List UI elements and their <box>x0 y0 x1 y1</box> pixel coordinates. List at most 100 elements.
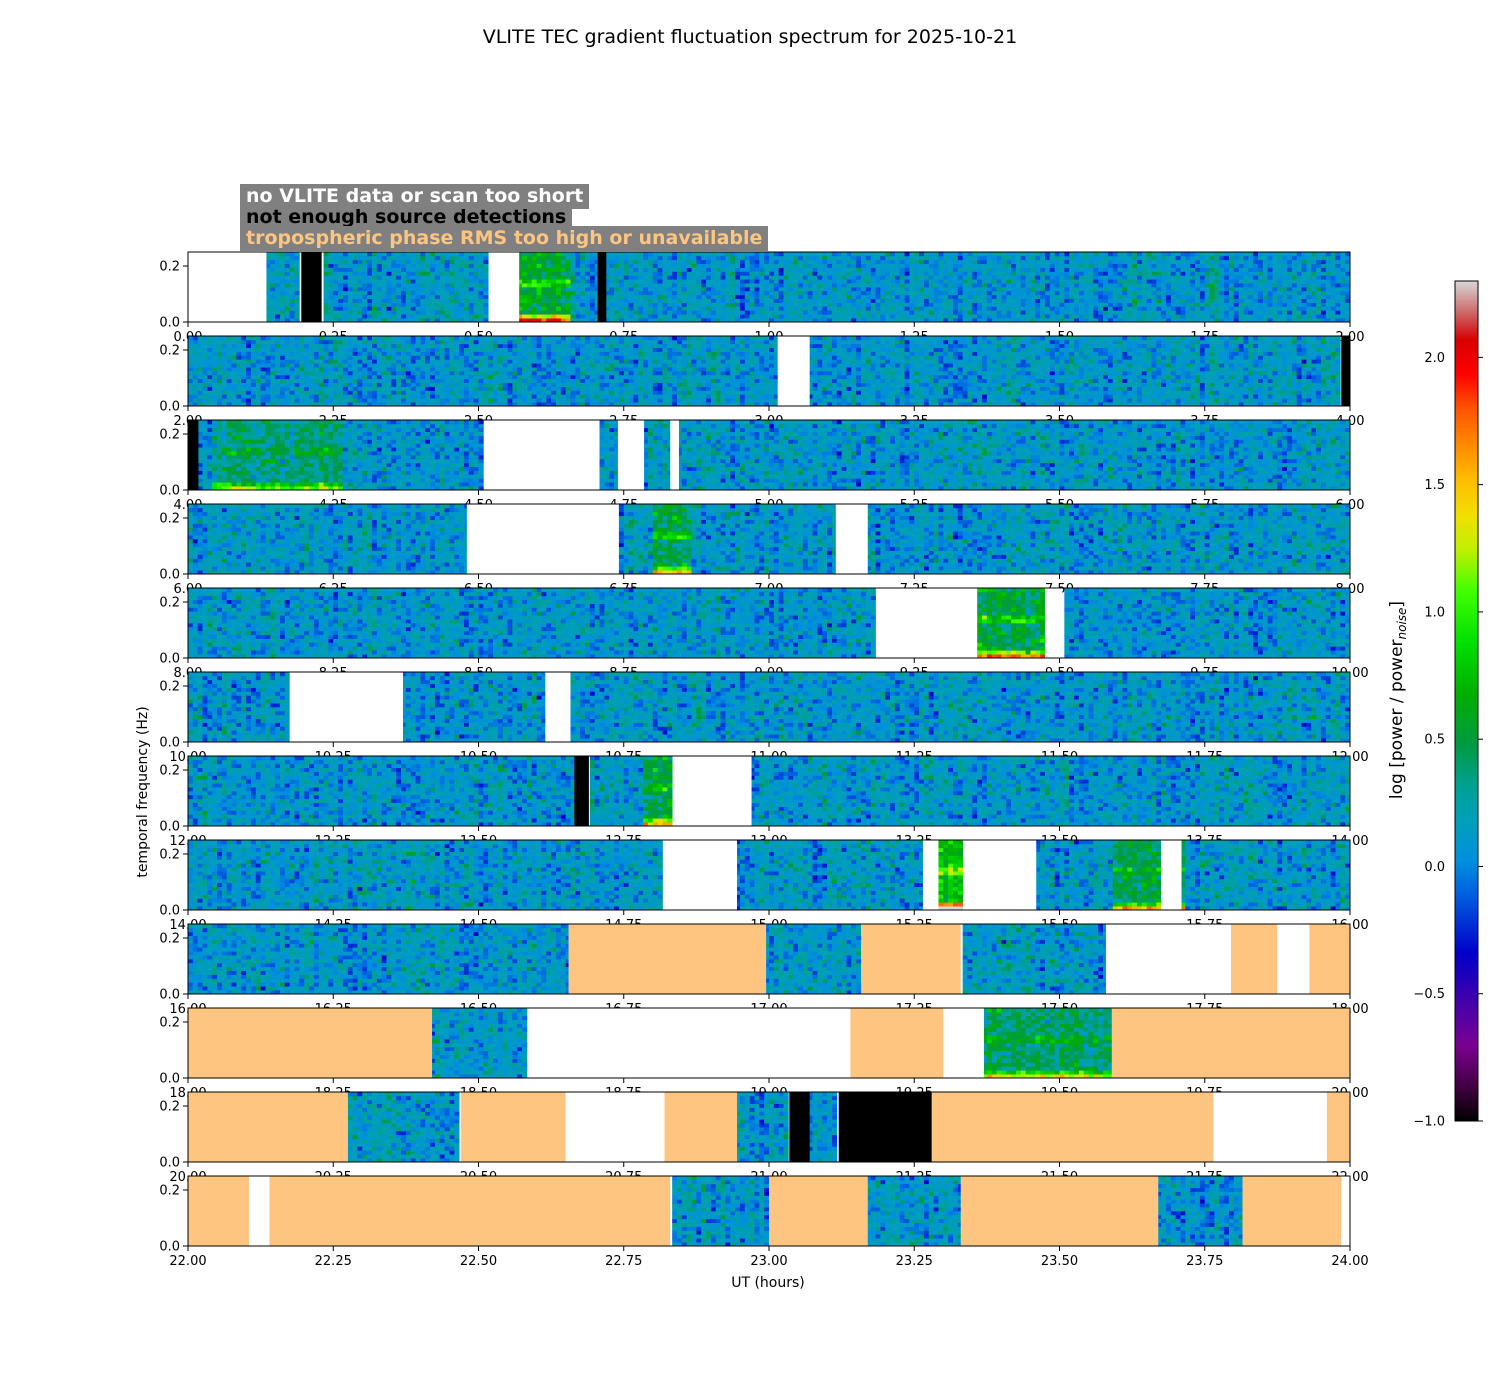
spectrum-cell <box>618 306 625 311</box>
spectrum-cell <box>812 279 818 284</box>
spectrum-cell <box>270 302 276 307</box>
spectrum-cell <box>672 306 678 311</box>
spectrum-cell <box>1199 294 1206 300</box>
spectrum-cell <box>367 294 373 300</box>
spectrum-cell <box>662 318 668 323</box>
spectrum-cell <box>1219 314 1225 319</box>
spectrum-cell <box>541 267 547 272</box>
spectrum-cell <box>1040 314 1046 319</box>
spectrum-cell <box>928 283 934 288</box>
spectrum-cell <box>681 259 688 265</box>
spectrum-cell <box>318 382 324 387</box>
spectrum-cell <box>381 386 387 391</box>
spectrum-cell <box>638 318 644 323</box>
spectrum-cell <box>1059 275 1065 280</box>
spectrum-cell <box>764 283 770 288</box>
spectrum-cell <box>1277 283 1283 288</box>
spectrum-cell <box>1161 318 1167 323</box>
spectrum-cell <box>1311 302 1317 307</box>
spectrum-cell <box>1015 283 1022 288</box>
spectrum-cell <box>943 294 949 300</box>
spectrum-cell <box>415 378 421 384</box>
spectrum-cell <box>628 287 634 292</box>
spectrum-cell <box>967 290 973 296</box>
spectrum-cell <box>1146 267 1152 272</box>
spectrum-cell <box>333 259 339 265</box>
spectrum-cell <box>1219 310 1225 315</box>
spectrum-cell <box>367 259 373 265</box>
spectrum-cell <box>1214 255 1220 261</box>
spectrum-cell <box>1243 306 1249 311</box>
spectrum-cell <box>463 290 470 296</box>
spectrum-cell <box>909 318 915 323</box>
spectrum-cell <box>444 374 450 380</box>
spectrum-cell <box>865 314 872 319</box>
spectrum-cell <box>696 310 702 315</box>
spectrum-cell <box>1262 255 1269 261</box>
spectrum-cell <box>207 398 213 403</box>
spectrum-cell <box>275 351 281 356</box>
spectrum-cell <box>894 267 901 272</box>
spectrum-cell <box>1103 259 1109 265</box>
spectrum-cell <box>371 255 378 261</box>
spectrum-cell <box>1107 287 1114 292</box>
spectrum-cell <box>565 318 571 323</box>
spectrum-cell <box>401 343 407 349</box>
spectrum-cell <box>623 314 629 319</box>
spectrum-cell <box>749 271 755 276</box>
spectrum-cell <box>1054 306 1060 311</box>
spectrum-cell <box>691 290 697 296</box>
spectrum-cell <box>313 398 320 403</box>
spectrum-cell <box>948 275 954 280</box>
spectrum-cell <box>798 255 804 261</box>
spectrum-cell <box>991 271 997 276</box>
spectrum-cell <box>405 398 412 403</box>
spectrum-cell <box>391 283 397 288</box>
spectrum-cell <box>1287 310 1293 315</box>
spectrum-cell <box>250 359 257 364</box>
spectrum-cell <box>284 310 291 315</box>
spectrum-cell <box>1180 287 1186 292</box>
spectrum-cell <box>609 294 615 300</box>
spectrum-cell <box>1127 279 1133 284</box>
spectrum-cell <box>270 267 276 272</box>
spectrum-cell <box>357 347 363 352</box>
spectrum-cell <box>294 252 300 257</box>
spectrum-cell <box>560 306 566 311</box>
spectrum-cell <box>875 263 881 268</box>
spectrum-cell <box>425 298 431 303</box>
spectrum-cell <box>309 382 315 387</box>
spectrum-cell <box>759 294 765 300</box>
spectrum-cell <box>1185 287 1191 292</box>
spectrum-cell <box>410 275 416 280</box>
spectrum-cell <box>1282 259 1288 265</box>
spectrum-cell <box>284 259 291 265</box>
spectrum-cell <box>1228 267 1235 272</box>
spectrum-cell <box>744 287 750 292</box>
spectrum-cell <box>672 259 678 265</box>
spectrum-cell <box>696 298 702 303</box>
spectrum-cell <box>701 306 707 311</box>
spectrum-cell <box>909 279 915 284</box>
spectrum-cell <box>749 318 755 323</box>
spectrum-cell <box>764 259 770 265</box>
spectrum-cell <box>226 398 232 403</box>
spectrum-cell <box>575 310 581 315</box>
spectrum-cell <box>739 294 746 300</box>
spectrum-cell <box>923 255 930 261</box>
spectrum-cell <box>841 252 847 257</box>
spectrum-cell <box>952 310 959 315</box>
spectrum-cell <box>1185 252 1191 257</box>
spectrum-cell <box>914 318 920 323</box>
spectrum-cell <box>691 310 697 315</box>
spectrum-cell <box>551 259 557 265</box>
spectrum-cell <box>585 310 591 315</box>
spectrum-cell <box>284 343 291 349</box>
spectrum-cell <box>1166 255 1172 261</box>
spectrum-cell <box>899 290 905 296</box>
spectrum-cell <box>899 279 905 284</box>
spectrum-cell <box>226 390 232 395</box>
spectrum-cell <box>677 302 683 307</box>
spectrum-cell <box>1185 318 1191 323</box>
spectrum-cell <box>1156 279 1162 284</box>
